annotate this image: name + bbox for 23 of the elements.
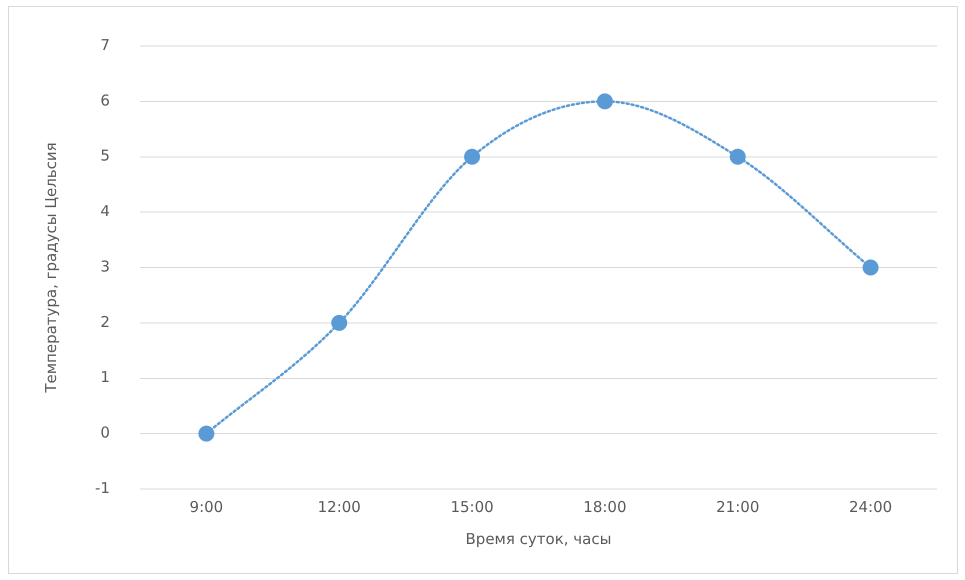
y-tick-label: 0	[100, 424, 110, 442]
x-tick-label: 18:00	[583, 498, 627, 516]
point	[596, 93, 613, 110]
x-axis-title: Время суток, часы	[466, 530, 612, 548]
point	[862, 260, 879, 276]
y-tick-label: 3	[100, 257, 110, 276]
x-tick-label: 21:00	[716, 498, 760, 516]
y-axis-title: Температура, градусы Цельсия	[42, 142, 60, 394]
x-tick-label: 12:00	[318, 498, 361, 516]
x-tick-label: 9:00	[190, 498, 224, 516]
point	[331, 314, 348, 331]
x-tick-label: 24:00	[848, 498, 892, 516]
y-tick-label: 2	[100, 312, 110, 331]
y-tick-label: 7	[100, 36, 110, 54]
y-tick-label: -1	[94, 478, 110, 497]
y-tick-label: 5	[100, 146, 110, 165]
y-tick-label: 1	[100, 368, 110, 386]
y-tick-label: 4	[100, 202, 110, 220]
x-tick-label: 15:00	[450, 498, 494, 516]
point	[198, 426, 214, 442]
y-tick-label: 6	[100, 91, 110, 110]
point	[730, 148, 746, 165]
point	[464, 148, 480, 165]
